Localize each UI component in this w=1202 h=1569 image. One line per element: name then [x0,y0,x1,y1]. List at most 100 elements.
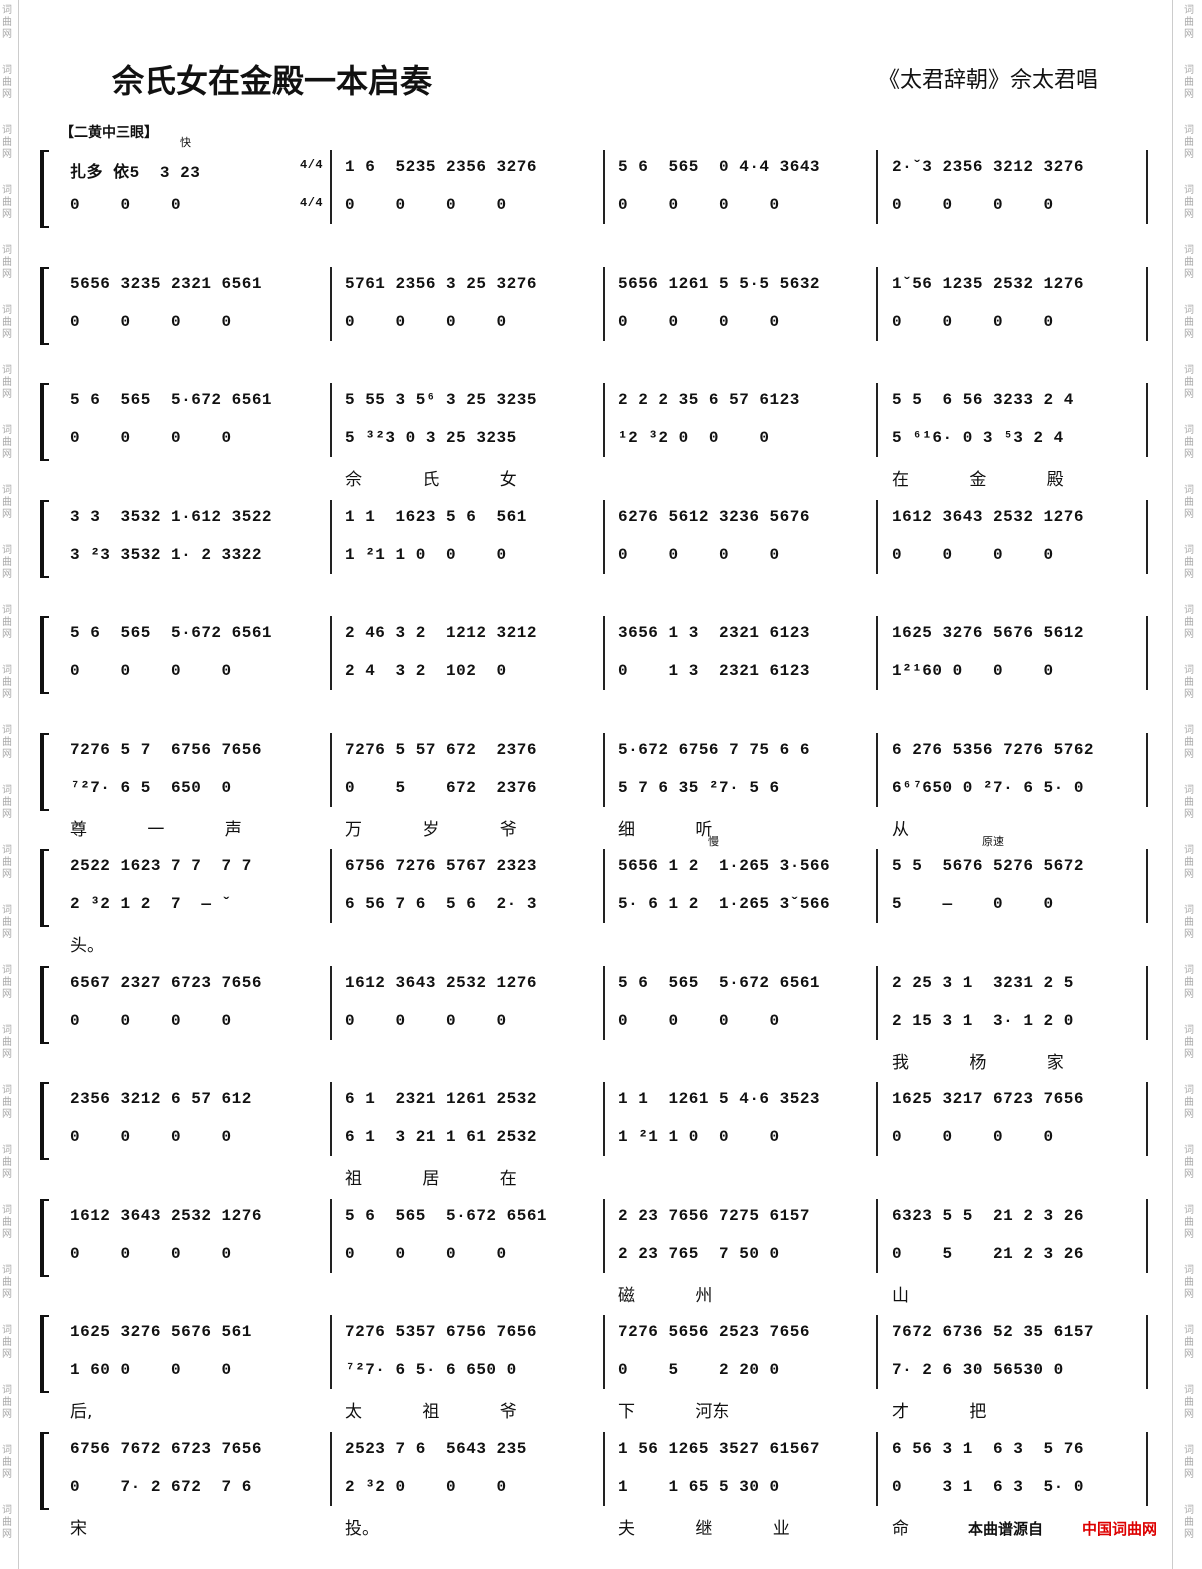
accompaniment-line: ⁷²7· 6 5· 6 650 0 [345,1361,517,1379]
system-brace [40,732,49,811]
lyrics: 命 [892,1518,909,1539]
lyrics: 我 杨 家 [892,1052,1064,1073]
bar-line [330,732,332,807]
watermark: 词曲网 [1184,1145,1194,1180]
lyrics: 万 岁 爷 [345,819,517,840]
melody-line: 2 2 2 35 6 57 6123 [618,391,800,409]
lyrics: 从 [892,819,909,840]
bar-line [876,965,878,1040]
melody-line: 1612 3643 2532 1276 [70,1206,262,1225]
watermark: 词曲网 [1184,425,1194,460]
watermark: 词曲网 [2,905,12,940]
accompaniment-line: 0 0 0 [70,196,182,214]
melody-line: 5656 1261 5 5·5 5632 [618,274,821,293]
system-brace [40,616,49,694]
bar-line [330,1431,332,1506]
melody-line: 7276 5 7 6756 7656 [70,740,262,759]
watermark: 词曲网 [1184,365,1194,400]
lyrics: 祖 居 在 [345,1169,517,1189]
melody-line: 7276 5656 2523 7656 [618,1323,810,1341]
bar-line [330,383,332,457]
watermark: 词曲网 [1184,785,1194,820]
bar-line [330,1198,332,1273]
accompaniment-line: 0 0 0 0 [892,312,1054,331]
accompaniment-line: 0 0 0 0 [892,196,1054,214]
accompaniment-line: 3 ²3 3532 1· 2 3322 [70,545,262,564]
bar-line [603,849,605,923]
accompaniment-line: 0 0 0 0 [892,1128,1054,1146]
watermark: 词曲网 [2,485,12,520]
melody-line: 5761 2356 3 25 3276 [345,274,537,293]
melody-line: 7276 5357 6756 7656 [345,1323,537,1341]
watermark: 词曲网 [2,1085,12,1120]
melody-line: 6 56 3 1 6 3 5 76 [892,1439,1084,1458]
bar-line [330,965,332,1040]
bar-line [876,732,878,807]
bar-line [603,383,605,457]
bar-line [876,616,878,690]
watermark: 词曲网 [2,1265,12,1300]
bar-line [1146,150,1148,224]
tempo-mark: 原速 [982,835,1004,848]
bar-line [603,266,605,341]
bar-line [1146,732,1148,807]
watermark: 词曲网 [1184,1505,1194,1540]
tempo-mark: 慢 [708,835,719,848]
lyrics: 尊 一 声 [70,819,242,840]
watermark: 词曲网 [1184,245,1194,280]
watermark: 词曲网 [1184,905,1194,940]
accompaniment-line: 0 0 0 0 [618,1011,780,1030]
bar-line [603,1198,605,1273]
watermark: 词曲网 [2,665,12,700]
accompaniment-line: 0 0 0 0 [70,1011,232,1030]
lyrics: 后, [70,1402,93,1422]
watermark: 词曲网 [1184,845,1194,880]
watermark: 词曲网 [2,725,12,760]
accompaniment-line: 5 — 0 0 [892,895,1054,913]
system-brace [40,266,49,345]
accompaniment-line: 6 1 3 21 1 61 2532 [345,1128,537,1146]
melody-line: 6756 7276 5767 2323 [345,857,537,875]
tempo-mark: 快 [180,136,191,149]
bar-line [1146,499,1148,574]
time-signature: 4/4 [300,158,324,172]
melody-line: 2522 1623 7 7 7 7 [70,857,252,875]
bar-line [1146,1198,1148,1273]
melody-line: 1612 3643 2532 1276 [892,507,1084,526]
watermark: 词曲网 [2,965,12,1000]
accompaniment-line: 0 0 0 0 [618,312,780,331]
melody-line: 1 6 5235 2356 3276 [345,158,537,176]
watermark: 词曲网 [2,845,12,880]
system-brace [40,1198,49,1277]
watermark: 词曲网 [2,305,12,340]
accompaniment-line: 6⁶⁷650 0 ²7· 6 5· 0 [892,778,1084,797]
lyrics: 夫 继 业 [618,1518,790,1539]
accompaniment-line: 0 0 0 0 [70,1244,232,1263]
bar-line [1146,849,1148,923]
bar-line [603,150,605,224]
lyrics: 投。 [345,1518,379,1539]
accompaniment-line: 0 0 0 0 [892,545,1054,564]
bar-line [330,499,332,574]
lyrics: 细 听 [618,819,713,840]
lyrics: 太 祖 爷 [345,1402,517,1422]
accompaniment-line: 0 5 21 2 3 26 [892,1244,1084,1263]
melody-line: 6 276 5356 7276 5762 [892,740,1095,759]
accompaniment-line: 0 0 0 0 [345,1011,507,1030]
lyrics: 在 金 殿 [892,470,1064,490]
accompaniment-line: 0 0 0 0 [70,1128,232,1146]
accompaniment-line: ¹2 ³2 0 0 0 [618,429,770,447]
bar-line [876,150,878,224]
melody-line: 6323 5 5 21 2 3 26 [892,1206,1084,1225]
accompaniment-line: 0 0 0 0 [70,662,232,680]
lyrics: 宋 [70,1518,87,1539]
melody-line: 1612 3643 2532 1276 [345,973,537,992]
watermark: 词曲网 [2,125,12,160]
watermark: 词曲网 [1184,1085,1194,1120]
melody-line: 5656 3235 2321 6561 [70,274,262,293]
watermark: 词曲网 [2,1445,12,1480]
accompaniment-line: 5 ³²3 0 3 25 3235 [345,429,517,447]
watermark: 词曲网 [2,5,12,40]
watermark: 词曲网 [1184,125,1194,160]
